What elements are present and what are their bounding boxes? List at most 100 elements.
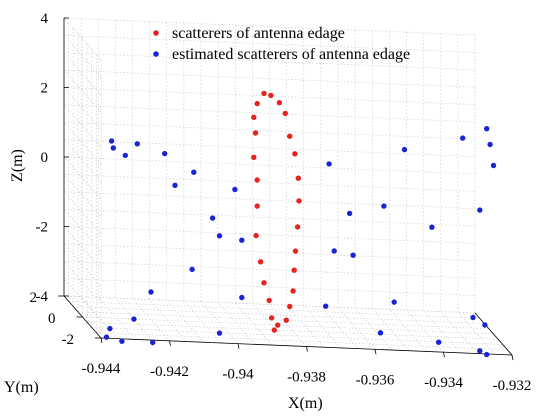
grid-line [457,312,496,355]
grid-line [354,307,393,351]
data-point-series-1 [254,177,260,183]
data-point-series-1 [290,288,296,294]
data-point-series-2 [131,316,137,322]
grid-line [252,303,290,346]
data-point-series-2 [134,141,140,147]
data-point-series-2 [189,266,195,273]
data-point-series-1 [254,203,260,209]
x-tick-label: -0.94 [222,367,254,383]
data-point-series-2 [477,207,483,213]
x-tick-mark [374,349,377,355]
data-point-series-1 [261,90,267,97]
grid-line [440,311,478,354]
z-tick-label: -2 [36,220,49,236]
data-point-series-2 [346,210,353,217]
grid-line [63,122,102,165]
chart-legend: scatterers of antenna edage estimated sc… [153,25,410,63]
grid-line [63,35,102,78]
data-point-series-1 [251,154,257,160]
x-tick-label: -0.938 [287,370,326,386]
y-axis-label: Y(m) [4,379,39,396]
data-point-series-2 [381,203,387,209]
grid-line [303,305,341,349]
grid-line [63,174,102,217]
data-point-series-2 [470,314,476,321]
data-point-series-2 [239,237,245,243]
data-point-series-2 [331,248,337,254]
data-points [103,90,497,358]
data-point-series-2 [103,334,110,340]
grid-line [132,298,170,342]
grid-line [96,332,508,351]
data-point-series-1 [251,114,257,121]
grid-line [63,208,102,252]
data-point-series-2 [232,186,238,193]
data-point-series-2 [401,146,408,153]
z-tick-label: 0 [41,150,49,166]
grid-line [115,297,153,341]
grid-line [217,302,256,345]
data-point-series-2 [108,138,115,144]
grid-line [337,307,376,350]
data-point-series-1 [257,259,264,265]
grid-line [200,301,239,344]
data-point-series-2 [350,252,356,258]
grid-line [423,310,461,354]
grid-line [68,300,480,319]
grid-line [63,191,102,234]
data-point-series-2 [460,135,466,141]
x-tick-label: -0.934 [424,375,463,391]
data-point-series-1 [261,280,267,286]
grid-line [149,299,187,342]
grid-line [63,278,102,321]
data-point-series-2 [148,289,154,295]
x-tick-label: -0.936 [356,372,395,388]
data-point-series-2 [436,339,442,345]
grid-line [63,243,102,287]
z-tick-label: 4 [41,11,49,27]
grid-line [183,300,222,344]
x-tick-mark [169,340,171,346]
grid-line [166,300,204,343]
x-tick-label: -0.932 [493,378,532,394]
data-point-series-1 [275,322,281,328]
data-point-series-2 [162,150,168,157]
grid-line [235,302,273,346]
data-point-series-2 [216,330,223,336]
data-point-series-2 [191,169,197,175]
data-point-series-2 [429,224,435,230]
data-point-series-2 [150,339,156,346]
grid-line [98,297,136,340]
tick-labels: -0.944 -0.942 -0.94 -0.938 -0.936 -0.934 -0.93… [30,11,532,394]
data-point-series-1 [292,248,299,254]
grid-line [63,17,102,61]
data-point-series-2 [484,126,490,132]
floor-right-edge [474,312,513,356]
data-point-series-2 [239,294,245,301]
data-point-series-2 [172,182,178,188]
data-point-series-2 [487,141,493,148]
data-point-series-1 [254,100,260,107]
x-tick-mark [100,337,103,344]
y-tick-label: -2 [62,332,75,348]
grid-line [77,311,489,330]
grid-line [389,309,427,352]
y-tick-label: 0 [48,311,56,327]
grid-line [63,87,102,130]
grid-line [269,304,307,347]
grid-line [63,261,102,304]
z-tick-label: 2 [41,81,49,97]
data-point-series-2 [216,233,223,239]
grid-line [320,306,359,349]
data-point-series-1 [282,110,288,117]
z-axis-label: Z(m) [9,149,26,182]
grid-line [63,104,102,148]
data-point-series-2 [490,162,497,169]
x-tick-mark [511,354,514,361]
grid-line [63,139,102,182]
data-point-series-2 [484,351,490,358]
data-point-series-1 [292,151,298,157]
data-point-series-2 [477,348,483,354]
data-point-series-2 [110,145,117,151]
data-point-series-2 [323,303,329,309]
